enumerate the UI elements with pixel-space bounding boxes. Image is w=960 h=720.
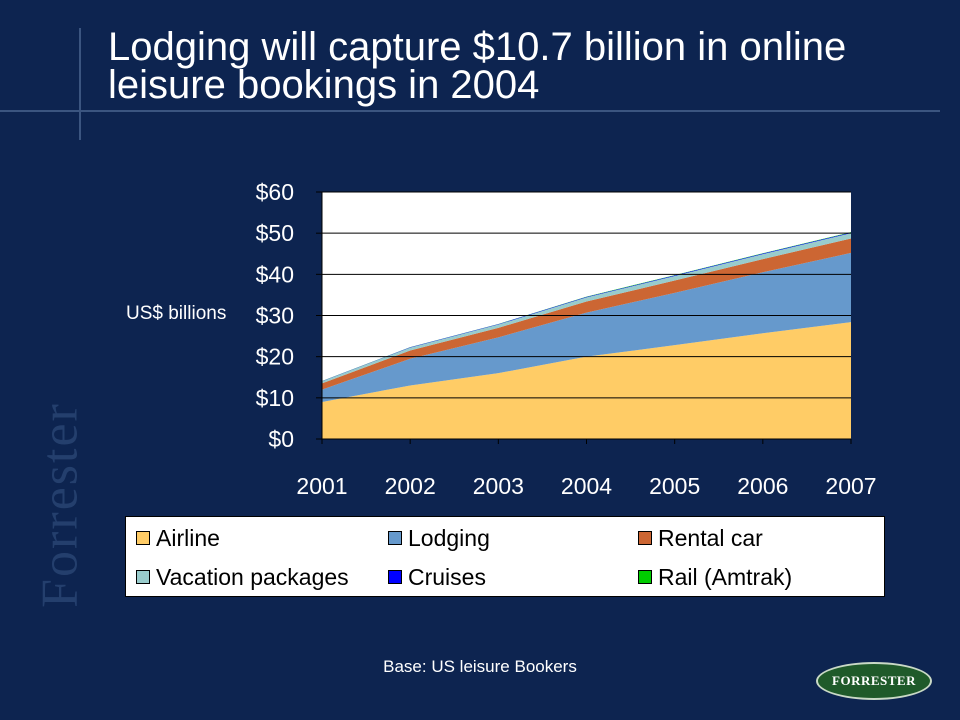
x-tick-label: 2004 <box>561 473 612 499</box>
legend-swatch <box>388 570 402 584</box>
x-tick-label: 2005 <box>649 473 700 499</box>
legend-item: Airline <box>136 525 220 551</box>
legend-item: Rental car <box>638 525 763 551</box>
legend-label: Rail (Amtrak) <box>658 563 793 590</box>
area-series-1 <box>322 252 851 402</box>
slide-title: Lodging will capture $10.7 billion in on… <box>108 25 847 107</box>
area-series-3 <box>322 233 851 384</box>
x-tick-label: 2007 <box>825 473 876 499</box>
base-note: Base: US leisure Bookers <box>383 657 577 676</box>
y-tick-label: $40 <box>256 261 294 287</box>
legend-swatch <box>136 531 150 545</box>
legend-label: Vacation packages <box>156 563 349 590</box>
legend-label: Lodging <box>408 524 490 551</box>
decorative-horizontal-rule <box>0 110 940 112</box>
decorative-vertical-rule <box>79 28 81 140</box>
area-series-0 <box>322 322 851 439</box>
legend-item: Lodging <box>388 525 490 551</box>
legend-label: Airline <box>156 524 220 551</box>
legend-label: Cruises <box>408 563 486 590</box>
legend-swatch <box>136 570 150 584</box>
area-series-2 <box>322 238 851 390</box>
legend-item: Cruises <box>388 564 486 590</box>
x-tick-label: 2003 <box>473 473 524 499</box>
legend-swatch <box>638 570 652 584</box>
y-tick-label: $20 <box>256 344 294 370</box>
y-tick-label: $50 <box>256 220 294 246</box>
forrester-badge-logo: FORRESTER <box>816 662 932 700</box>
legend-swatch <box>638 531 652 545</box>
y-tick-label: $30 <box>256 303 294 329</box>
legend-item: Vacation packages <box>136 564 349 590</box>
x-tick-label: 2006 <box>737 473 788 499</box>
legend-label: Rental car <box>658 524 763 551</box>
legend-item: Rail (Amtrak) <box>638 564 792 590</box>
x-tick-label: 2001 <box>296 473 347 499</box>
y-axis-unit-label: US$ billions <box>126 303 227 324</box>
y-tick-label: $10 <box>256 385 294 411</box>
x-tick-label: 2002 <box>385 473 436 499</box>
y-tick-label: $0 <box>268 426 294 452</box>
legend-swatch <box>388 531 402 545</box>
y-tick-label: $60 <box>256 179 294 205</box>
chart-legend: Airline Lodging Rental car Vacation package… <box>125 516 885 597</box>
